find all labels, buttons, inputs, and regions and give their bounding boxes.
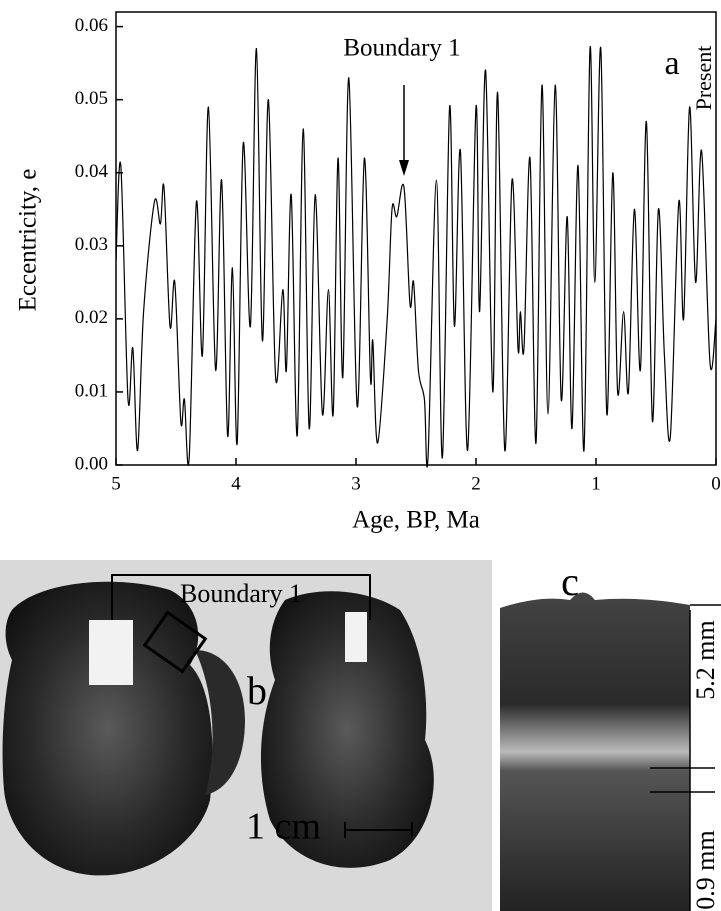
x-tick-label: 2 xyxy=(471,473,481,494)
boundary-label: Boundary 1 xyxy=(180,579,302,608)
x-tick-label: 1 xyxy=(591,473,601,494)
y-tick-label: 0.04 xyxy=(75,161,109,182)
x-tick-label: 3 xyxy=(351,473,361,494)
dimension-label: 5.2 mm xyxy=(691,620,720,699)
panel-label: a xyxy=(664,45,679,82)
y-tick-label: 0.02 xyxy=(75,307,108,328)
photo-c xyxy=(500,592,721,911)
dimension-label: 0.9 mm xyxy=(691,830,720,909)
x-tick-label: 5 xyxy=(111,473,121,494)
x-tick-label: 4 xyxy=(231,473,241,494)
y-tick-label: 0.00 xyxy=(75,453,108,474)
panel-label: b xyxy=(247,668,267,713)
y-tick-label: 0.03 xyxy=(75,234,108,255)
annotation: Present xyxy=(691,46,716,111)
scale-label: 1 cm xyxy=(246,806,321,848)
panel-label: c xyxy=(561,559,579,604)
x-tick-label: 0 xyxy=(711,473,721,494)
x-axis-label: Age, BP, Ma xyxy=(352,507,480,534)
y-tick-label: 0.06 xyxy=(75,15,108,36)
y-tick-label: 0.05 xyxy=(75,88,108,109)
plot-frame xyxy=(115,11,717,466)
eccentricity-line xyxy=(115,45,717,468)
y-axis-label: Eccentricity, e xyxy=(15,169,42,312)
annotation-arrowhead xyxy=(399,160,409,176)
y-tick-label: 0.01 xyxy=(75,380,108,401)
photo-b xyxy=(0,560,492,911)
annotation: Boundary 1 xyxy=(343,35,460,62)
